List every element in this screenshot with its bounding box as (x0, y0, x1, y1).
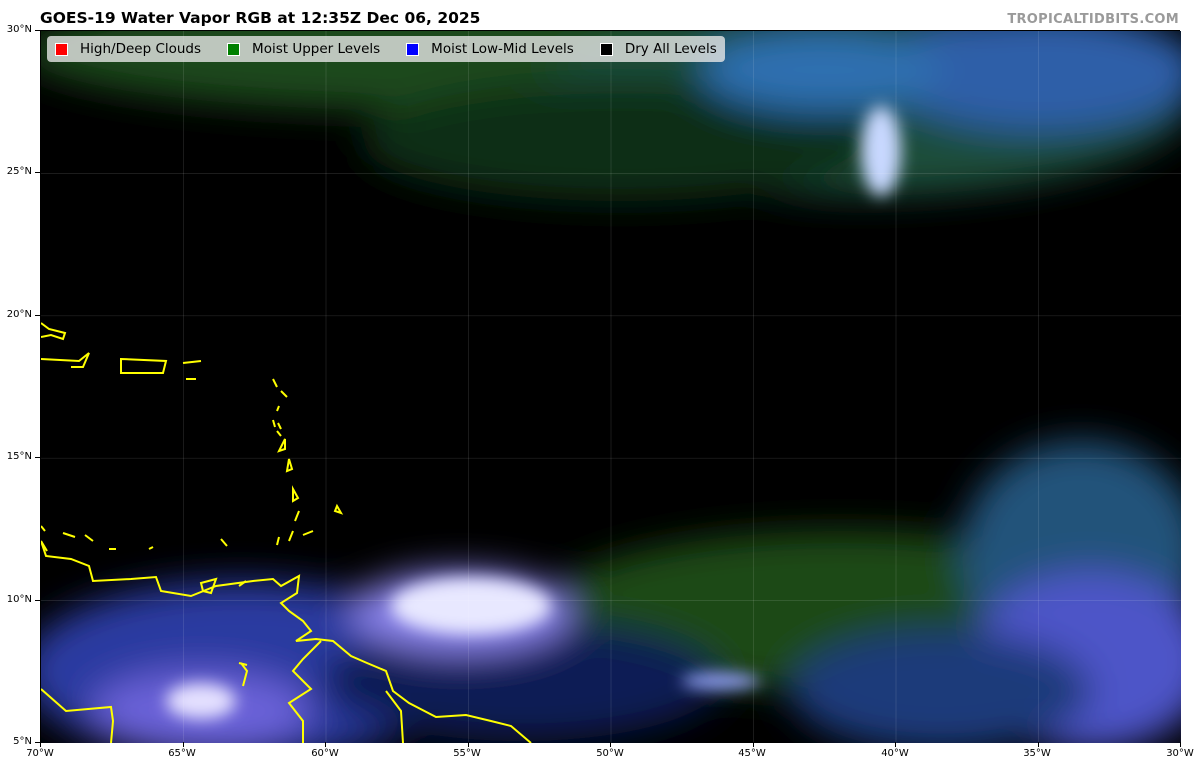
red-swatch-icon (55, 42, 68, 56)
lon-tick: 60°W (311, 748, 339, 759)
lon-tick: 65°W (168, 748, 196, 759)
lon-tick: 30°W (1166, 748, 1194, 759)
lat-tick-mark (35, 742, 40, 743)
legend-item-high-deep-clouds: High/Deep Clouds (55, 41, 201, 57)
lon-tick-mark (895, 742, 896, 747)
legend-item-moist-low-mid: Moist Low-Mid Levels (406, 41, 574, 57)
lon-tick-mark (1180, 742, 1181, 747)
lat-tick: 30°N (6, 24, 32, 35)
lat-tick-mark (35, 30, 40, 31)
lat-tick-mark (35, 315, 40, 316)
lat-tick-mark (35, 457, 40, 458)
lat-tick: 10°N (6, 594, 32, 605)
lat-tick: 15°N (6, 451, 32, 462)
map-title: GOES-19 Water Vapor RGB at 12:35Z Dec 06… (40, 9, 481, 27)
lon-tick: 45°W (738, 748, 766, 759)
legend-label: High/Deep Clouds (80, 41, 202, 57)
legend-label: Dry All Levels (624, 41, 717, 57)
credit-watermark: TROPICALTIDBITS.COM (1007, 12, 1179, 27)
lat-tick-mark (35, 600, 40, 601)
lon-tick: 35°W (1023, 748, 1051, 759)
legend: High/Deep Clouds Moist Upper Levels Mois… (47, 36, 725, 62)
green-swatch-icon (227, 42, 241, 56)
lat-tick: 5°N (13, 736, 32, 747)
graticule (41, 31, 1181, 743)
lon-tick-mark (752, 742, 754, 747)
lon-tick-mark (40, 742, 41, 747)
legend-label: Moist Low-Mid Levels (431, 41, 574, 57)
legend-label: Moist Upper Levels (252, 41, 381, 57)
satellite-imagery (21, 0, 1200, 761)
coastlines (40, 322, 532, 744)
lon-tick-mark (182, 742, 184, 747)
blue-swatch-icon (406, 42, 420, 56)
legend-item-moist-upper: Moist Upper Levels (227, 41, 380, 57)
lon-tick-mark (467, 742, 469, 747)
lon-tick: 70°W (26, 748, 54, 759)
legend-item-dry: Dry All Levels (599, 41, 717, 57)
lon-tick-mark (325, 742, 326, 747)
lon-tick: 40°W (881, 748, 909, 759)
lat-tick: 25°N (6, 166, 32, 177)
lat-tick: 20°N (6, 309, 32, 320)
lon-tick: 50°W (596, 748, 624, 759)
satellite-map (21, 0, 1200, 761)
lat-tick-mark (35, 172, 40, 173)
black-swatch-icon (599, 42, 613, 56)
lon-tick-mark (1037, 742, 1039, 747)
lon-tick: 55°W (453, 748, 481, 759)
lon-tick-mark (610, 742, 611, 747)
cloud-tops (166, 106, 901, 719)
